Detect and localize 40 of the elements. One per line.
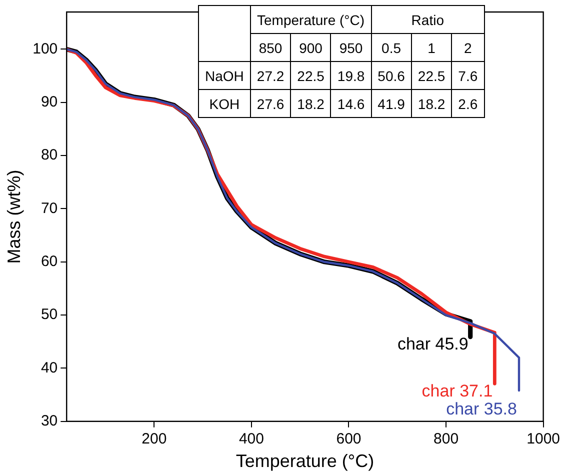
annotation: Ratio xyxy=(371,6,484,34)
y-tick-label: NaOH xyxy=(198,62,250,90)
data-label: 14.6 xyxy=(330,90,372,118)
x-tick-label: 600 xyxy=(336,430,362,448)
x-tick-label: 0.5 xyxy=(371,34,412,62)
annotation: char 37.1 xyxy=(422,381,493,400)
annotation: char 35.8 xyxy=(446,399,517,418)
data-label: 18.2 xyxy=(411,90,452,118)
x-tick-label: 2 xyxy=(452,34,484,62)
x-tick-label: 1 xyxy=(411,34,452,62)
y-tick-label: 40 xyxy=(40,359,58,376)
y-tick-label: 90 xyxy=(40,94,58,111)
data-label: 27.6 xyxy=(250,90,291,118)
data-label: 2.6 xyxy=(452,90,484,118)
annotation: char 45.9 xyxy=(397,334,468,354)
x-tick-label: 900 xyxy=(290,34,331,62)
x-tick-label: 800 xyxy=(434,430,459,448)
data-label: 22.5 xyxy=(411,62,452,90)
y-tick-label: 80 xyxy=(40,146,58,164)
y-axis-title: Mass (wt%) xyxy=(4,170,24,264)
x-axis-title: Temperature (°C) xyxy=(236,451,374,472)
y-tick-label: 50 xyxy=(40,306,58,324)
data-label: 50.6 xyxy=(371,62,412,90)
data-label: 27.2 xyxy=(250,62,291,90)
y-tick-label: 100 xyxy=(32,40,58,58)
x-tick-label: 850 xyxy=(250,34,291,62)
data-label: 18.2 xyxy=(290,90,331,118)
annotation: Temperature (°C) xyxy=(250,6,372,34)
y-tick-label: 60 xyxy=(40,253,58,270)
x-tick-label: 1000 xyxy=(526,430,560,448)
y-tick-label: 30 xyxy=(40,412,58,430)
x-tick-label: 200 xyxy=(142,430,167,448)
data-label: 19.8 xyxy=(330,62,372,90)
data-label: 41.9 xyxy=(371,90,412,118)
x-tick-label: 950 xyxy=(330,34,372,62)
data-label: 7.6 xyxy=(452,62,484,90)
y-tick-label: 70 xyxy=(40,200,58,217)
data-label: 22.5 xyxy=(290,62,331,90)
y-tick-label: KOH xyxy=(198,90,250,118)
x-tick-label: 400 xyxy=(238,430,264,448)
